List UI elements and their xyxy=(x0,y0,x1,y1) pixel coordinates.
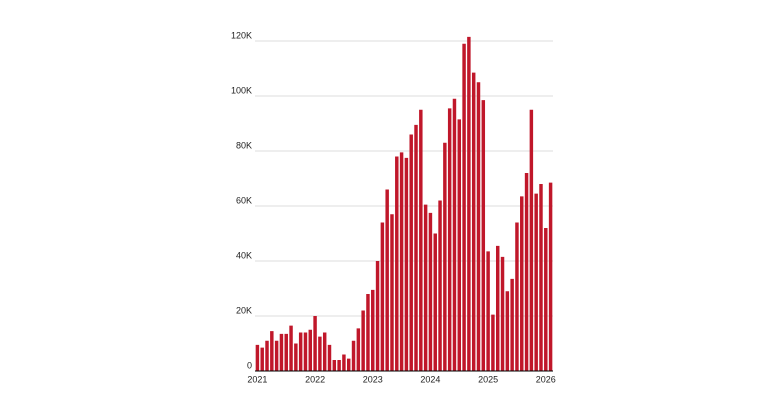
bar xyxy=(260,347,264,371)
bar xyxy=(481,100,486,371)
bar xyxy=(298,332,303,371)
y-tick-label: 60K xyxy=(236,195,252,205)
x-tick-label: 2023 xyxy=(363,374,383,384)
bar xyxy=(524,173,529,371)
bar xyxy=(452,98,457,371)
bar xyxy=(548,182,553,371)
bar xyxy=(318,336,322,371)
y-tick-label: 20K xyxy=(236,305,252,315)
bar xyxy=(342,354,346,371)
bar xyxy=(322,332,327,371)
x-tick-label: 2026 xyxy=(536,374,556,384)
y-tick-label: 40K xyxy=(236,250,252,260)
bar xyxy=(332,360,337,371)
bar xyxy=(443,142,447,371)
bar xyxy=(361,310,365,371)
bar xyxy=(337,360,341,371)
bar xyxy=(390,214,394,371)
bar xyxy=(366,294,370,371)
y-tick-label: 120K xyxy=(231,30,252,40)
bar xyxy=(284,333,288,371)
y-tick-label: 0 xyxy=(247,360,252,370)
bar xyxy=(423,204,428,371)
bar xyxy=(500,256,505,371)
bar xyxy=(313,316,317,371)
bar xyxy=(279,333,284,371)
bar xyxy=(515,222,519,371)
bar xyxy=(505,291,510,371)
bar xyxy=(308,329,313,371)
bar xyxy=(371,289,375,371)
bar xyxy=(419,109,423,371)
bar xyxy=(274,340,279,371)
bar xyxy=(294,343,298,371)
x-tick-label: 2024 xyxy=(420,374,440,384)
bar xyxy=(265,340,269,371)
bar xyxy=(471,72,476,371)
bar xyxy=(303,332,308,371)
bar xyxy=(289,325,293,371)
bar xyxy=(255,344,260,371)
bar xyxy=(467,36,471,371)
bar xyxy=(433,233,437,371)
x-tick-label: 2021 xyxy=(247,374,267,384)
x-tick-label: 2025 xyxy=(478,374,498,384)
bar xyxy=(486,251,490,371)
bar xyxy=(409,134,413,371)
bar xyxy=(270,331,274,371)
bar xyxy=(495,245,500,371)
bar xyxy=(438,200,442,371)
bar xyxy=(520,196,524,371)
bar xyxy=(544,228,548,371)
bar xyxy=(447,108,452,371)
bar xyxy=(356,328,361,371)
bar xyxy=(375,261,380,371)
bar xyxy=(385,189,389,371)
x-tick-label: 2022 xyxy=(305,374,325,384)
bar xyxy=(510,278,514,371)
y-tick-label: 100K xyxy=(231,85,252,95)
bar xyxy=(534,193,538,371)
bar xyxy=(529,109,534,371)
bar xyxy=(414,124,418,371)
bar xyxy=(428,212,433,371)
bar xyxy=(351,340,356,371)
bar xyxy=(404,157,409,371)
y-tick-label: 80K xyxy=(236,140,252,150)
bar xyxy=(491,314,495,371)
bar xyxy=(539,184,543,371)
bar xyxy=(399,152,404,371)
bar xyxy=(476,82,481,371)
bar xyxy=(462,43,466,371)
bar xyxy=(395,156,399,371)
bar xyxy=(457,119,462,371)
bar xyxy=(327,344,332,371)
bar xyxy=(380,222,385,371)
bar xyxy=(346,358,351,371)
